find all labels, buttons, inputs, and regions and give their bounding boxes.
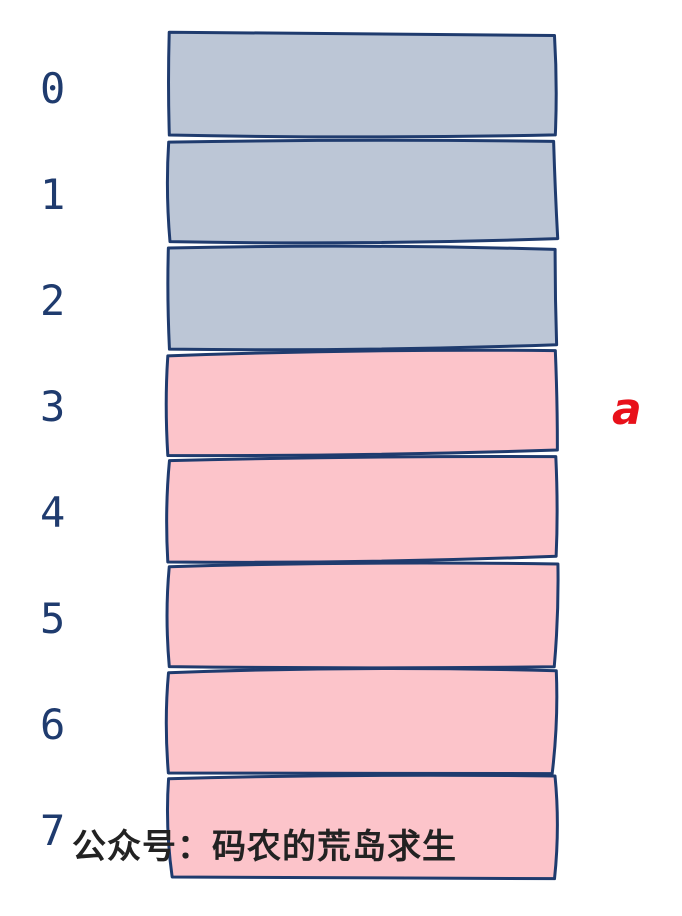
index-label-0: 0 <box>40 64 66 113</box>
index-label-5: 5 <box>40 594 66 643</box>
array-cell-0 <box>167 30 558 139</box>
index-label-1: 1 <box>40 170 66 219</box>
array-cell-2 <box>166 244 559 352</box>
array-cell-6 <box>164 666 559 776</box>
index-label-3: 3 <box>40 382 66 431</box>
array-cell-4 <box>165 454 559 564</box>
array-cell-5 <box>165 561 560 670</box>
pointer-label-a: a <box>612 384 642 435</box>
array-cell-1 <box>165 138 560 245</box>
array-cell-7 <box>165 773 559 881</box>
index-label-7: 7 <box>40 806 66 855</box>
index-label-6: 6 <box>40 700 66 749</box>
index-label-2: 2 <box>40 276 66 325</box>
watermark-text: 公众号：码农的荒岛求生 <box>72 827 457 867</box>
index-label-4: 4 <box>40 488 66 537</box>
array-cell-3 <box>164 348 559 458</box>
